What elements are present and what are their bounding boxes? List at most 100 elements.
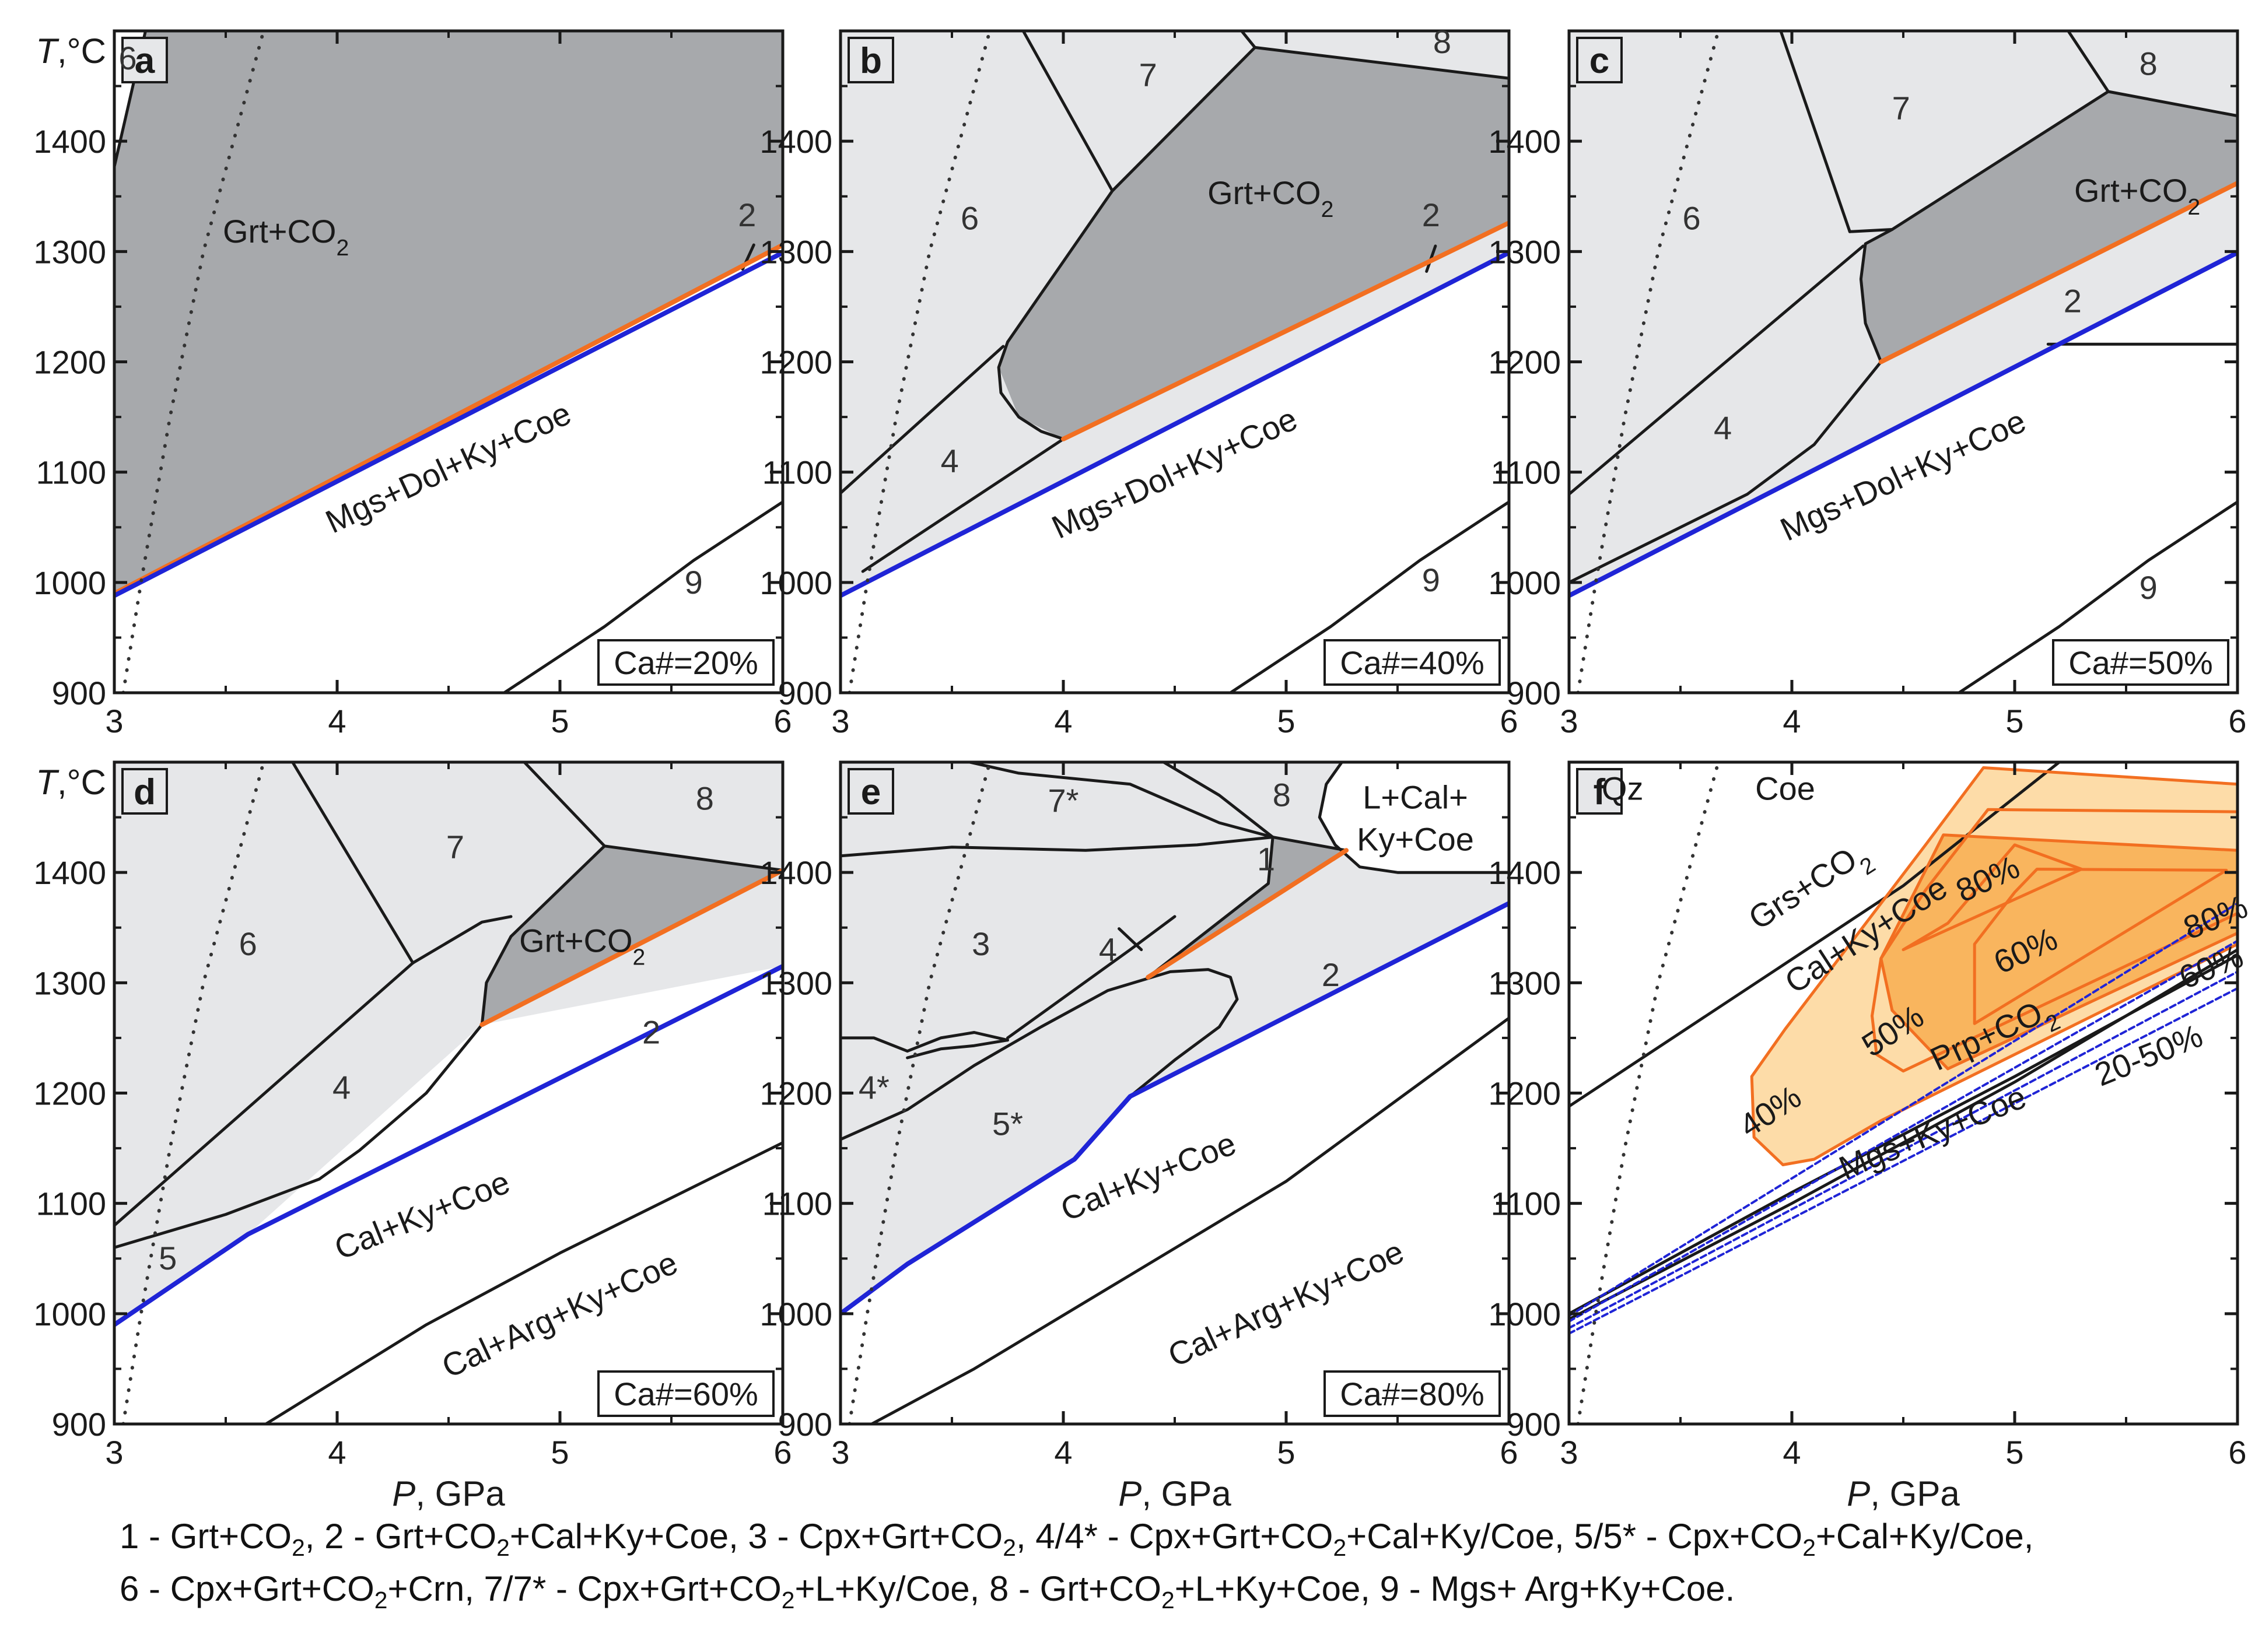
panel-e-boundary-black-2: [1162, 762, 1274, 839]
panel-e-field-label-1: Ky+Coe: [1357, 820, 1474, 857]
panel-a-composition-box: [597, 639, 775, 686]
panel-e-x-axis-title-rest-part-0: , GPa: [1141, 1474, 1231, 1513]
panel-f-boundary-orange_line-9: [1902, 843, 2084, 952]
caption-line-2-part-1: 2: [374, 1587, 388, 1614]
caption-line-2-part-0: 6 - Cpx+Grt+CO: [120, 1569, 374, 1608]
caption-line-1-part-10: +Cal+Ky/Coe,: [1815, 1517, 2034, 1556]
panel-c-boundary-black-9: [1958, 500, 2238, 693]
panel-d-field-label-0: Grt+CO2: [519, 922, 645, 970]
panel-d-boundary-black-2: [411, 915, 513, 964]
caption-line-2-part-6: +L+Ky+Coe, 9 - Mgs+ Arg+Ky+Coe.: [1174, 1569, 1735, 1608]
panel-e-boundary-black-8: [906, 1039, 1009, 1060]
panel-e-field-label-9-part-0: 5*: [992, 1105, 1023, 1142]
panel-f-x-tick-label-6: 6: [2228, 1434, 2246, 1471]
panel-e-boundary-black-3: [1271, 836, 1348, 852]
panel-c-field-label-5-part-0: 7: [1892, 89, 1910, 126]
panel-a-field-label-4-part-0: 9: [685, 564, 703, 601]
panel-f-y-tick-label-1300: 1300: [1488, 964, 1561, 1001]
panel-a-boundary-orange-3: [114, 243, 783, 596]
panel-f-boundary-black-0: [1569, 762, 2061, 1108]
panel-e-field-label-10: 7*: [1048, 782, 1079, 819]
panel-a-field-label-0-part-1: 2: [336, 236, 349, 261]
panel-e-plot-area: [841, 762, 1509, 1424]
panel-a: 3 4 5 6 900 1000 1100 1200 1300 1400 T,°C a Ca#=20% G…: [33, 29, 792, 739]
panel-d-x-axis-title-italic-part-0: P: [392, 1474, 415, 1513]
panel-f-field-label-1: Coe: [1755, 770, 1815, 806]
caption-line-1-part-8: +Cal+Ky/Coe, 5/5* - Cpx+CO: [1346, 1517, 1803, 1556]
panel-e-field-label-9: 5*: [992, 1105, 1023, 1142]
caption-line-1-part-0: 1 - Grt+CO: [120, 1517, 292, 1556]
panel-e-field-label-0-part-0: L+Cal+: [1363, 778, 1468, 815]
panel-f-y-tick-label-900: 900: [1507, 1406, 1561, 1443]
panel-e-field-label-11: 8: [1273, 777, 1291, 813]
panel-f-x-tick-label-4: 4: [1783, 1434, 1801, 1471]
panel-b-field-label-4-part-0: 6: [961, 200, 979, 237]
panel-e-boundary-black-10: [1118, 927, 1143, 952]
panel-b-y-tick-label-1200: 1200: [759, 344, 832, 381]
panel-d-field-label-8: 8: [696, 780, 714, 816]
panel-e-composition-label: Ca#=80%: [1340, 1376, 1484, 1412]
panel-d-composition-box: [597, 1370, 775, 1417]
panel-a-y-tick-label-1000: 1000: [33, 564, 106, 601]
panel-d-y-axis-title-italic-part-0: T: [36, 763, 59, 802]
panel-f-boundary-blue_dash-11: [1569, 902, 2238, 1317]
panel-d-x-tick-label-6: 6: [773, 1434, 792, 1471]
panel-c: 3 4 5 690010001100120013001400cCa#=50%Grt+C…: [1488, 29, 2247, 739]
panel-c-y-tick-label-1000: 1000: [1488, 564, 1561, 601]
panel-d-boundary-dots-11: [121, 762, 265, 1424]
panel-d-x-tick-label-5: 5: [551, 1434, 569, 1471]
panel-c-boundary-black-0: [1569, 244, 1865, 496]
panel-e-field-label-10-part-0: 7*: [1048, 782, 1079, 819]
panel-b-y-tick-label-1100: 1100: [762, 454, 832, 491]
panel-b-field-label-2: 2: [1422, 197, 1440, 233]
panel-f-letter: f: [1594, 772, 1606, 812]
caption-line-1-part-7: 2: [1333, 1534, 1347, 1561]
panel-d-x-tick-label-4: 4: [328, 1434, 346, 1471]
panel-d-letter: d: [134, 772, 156, 812]
panel-c-field-label-7-part-0: 9: [2140, 569, 2158, 606]
panel-c-field-label-4-part-0: 6: [1683, 200, 1701, 237]
panel-b-field-label-6-part-0: 8: [1433, 23, 1451, 60]
panel-e-y-tick-label-1100: 1100: [762, 1185, 832, 1222]
panel-c-letter: c: [1589, 41, 1609, 81]
panel-d-plot-area: [114, 762, 783, 1424]
panel-d-boundary-black-6: [523, 762, 606, 848]
panel-e-boundary-black-0: [841, 836, 1274, 858]
panel-a-field-label-2-part-0: 2: [738, 197, 756, 233]
panel-e-x-tick-label-4: 4: [1054, 1434, 1072, 1471]
panel-b-field-label-5: 7: [1139, 57, 1157, 93]
panel-c-boundary-black-5: [1890, 90, 2110, 231]
panel-e-y-tick-label-1200: 1200: [759, 1075, 832, 1112]
panel-d-x-axis-title-rest-part-0: , GPa: [415, 1474, 505, 1513]
panel-b-x-tick-label-5: 5: [1277, 703, 1295, 739]
panel-f-boundary-blue_dash-12: [1569, 939, 2238, 1323]
panel-e-boundary-black-6: [1006, 915, 1176, 1040]
panel-b-composition-box: [1323, 639, 1501, 686]
panel-b-boundary-blue-9: [841, 250, 1509, 598]
panel-e-y-tick-label-1300: 1300: [759, 964, 832, 1001]
panel-b-boundary-black-5: [1240, 31, 1509, 80]
panel-e-field-label-6-part-0: 3: [972, 925, 990, 962]
panel-c-composition-box: [2052, 639, 2229, 686]
panel-b-field-label-7: 9: [1422, 562, 1440, 598]
panel-a-y-tick-label-1100: 1100: [36, 454, 106, 491]
panel-a-letter-box: [121, 37, 168, 83]
panel-a-field-label-2: 2: [738, 197, 756, 233]
panel-d-composition-label: Ca#=60%: [614, 1376, 758, 1412]
panel-f-x-tick-label-5: 5: [2005, 1434, 2023, 1471]
panel-e-x-axis-title: P, GPa: [1118, 1474, 1231, 1513]
panel-a-y-axis-title-rest-part-0: ,°C: [57, 31, 106, 71]
panel-b-field-label-6: 8: [1433, 23, 1451, 60]
panel-c-field-label-3: 4: [1714, 409, 1732, 446]
panel-b-boundary-dots-10: [848, 31, 992, 693]
panel-c-boundary-orange-10: [1878, 181, 2238, 364]
panel-b-y-tick-label-1000: 1000: [759, 564, 832, 601]
panel-b-field-label-4: 6: [961, 200, 979, 237]
panel-f-y-tick-label-1100: 1100: [1491, 1185, 1561, 1222]
panel-d-boundary-black-4: [480, 844, 606, 1026]
panel-f-x-tick-label-3: 3: [1560, 1434, 1578, 1471]
caption-line-2-part-5: 2: [1161, 1587, 1175, 1614]
panel-a-field-dark-0: [114, 31, 783, 594]
panel-b-field-label-0-part-1: 2: [1321, 197, 1334, 222]
